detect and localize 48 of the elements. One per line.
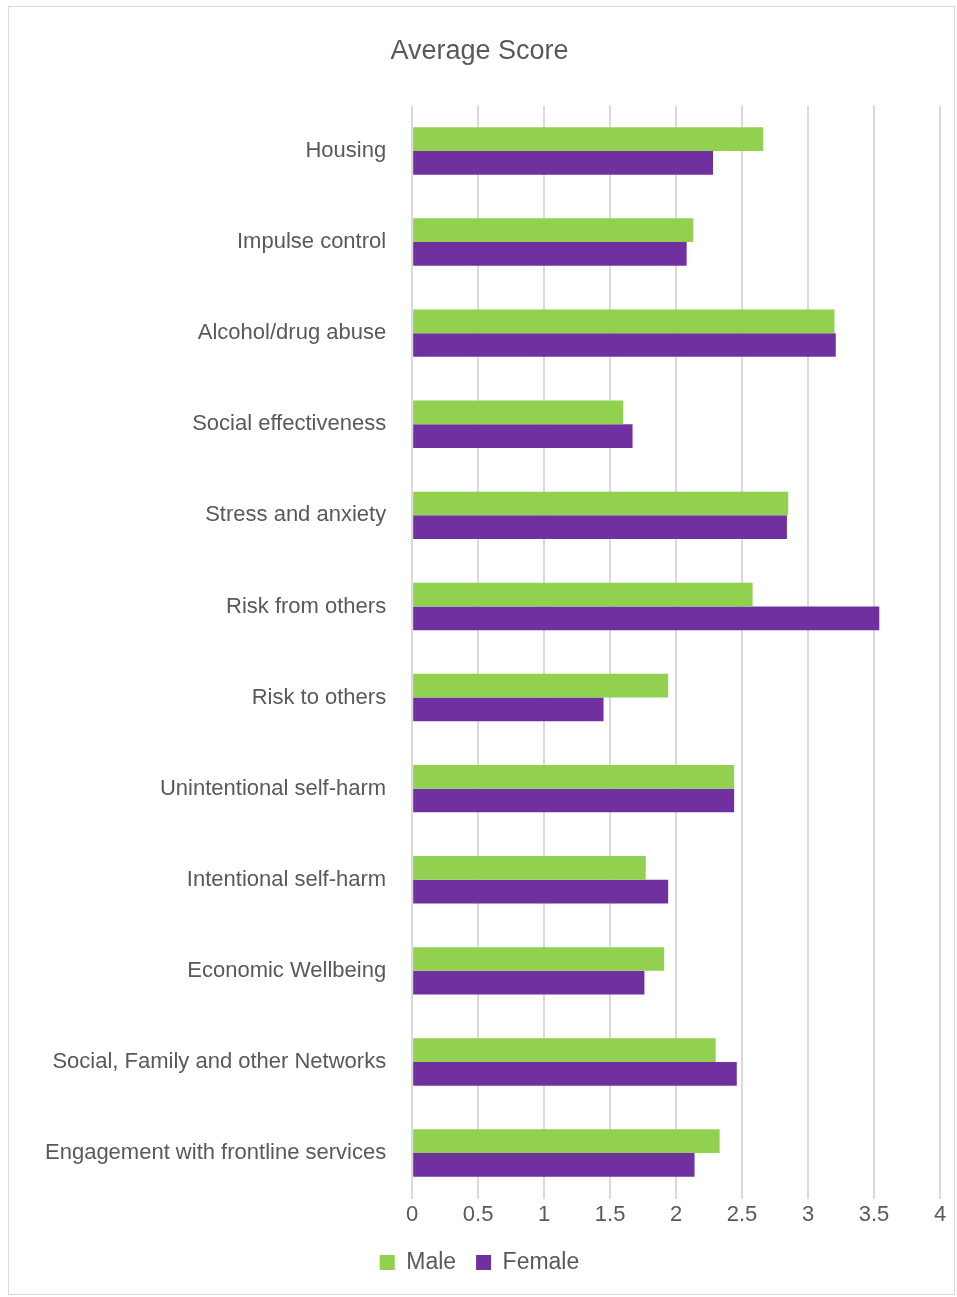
bar	[413, 242, 687, 266]
bar	[413, 606, 880, 631]
bar	[413, 150, 714, 175]
x-tick-label: 0	[406, 1200, 419, 1226]
y-tick-label: Social, Family and other Networks	[52, 1048, 387, 1074]
bar	[413, 970, 645, 995]
y-tick-label: Risk from others	[226, 592, 387, 618]
bar	[413, 697, 604, 722]
bar	[413, 127, 764, 151]
x-tick-label: 3	[801, 1200, 815, 1226]
y-tick-label: Impulse control	[236, 228, 387, 254]
y-tick-label: Risk to others	[251, 683, 387, 709]
legend-label: Male	[406, 1247, 457, 1274]
bar	[413, 491, 789, 516]
y-tick-label: Intentional self-harm	[186, 865, 387, 891]
y-tick-label: Alcohol/drug abuse	[197, 319, 387, 345]
bar	[413, 424, 633, 448]
bar	[413, 1038, 716, 1062]
x-tick-label: 0.5	[462, 1200, 494, 1226]
x-tick-label: 1.5	[594, 1200, 626, 1226]
bar	[413, 400, 624, 425]
chart-title: Average Score	[390, 34, 569, 65]
y-tick-label: Social effectiveness	[192, 410, 387, 436]
bar	[413, 1153, 695, 1177]
bar	[413, 856, 646, 880]
bar	[413, 333, 836, 357]
x-tick-label: 3.5	[858, 1200, 890, 1226]
bar	[413, 947, 665, 971]
bar	[413, 788, 735, 813]
bar	[413, 673, 669, 698]
y-tick-label: Engagement with frontline services	[45, 1139, 387, 1165]
y-tick-label: Economic Wellbeing	[187, 956, 387, 982]
bar	[413, 582, 753, 607]
y-tick-label: Stress and anxiety	[205, 501, 387, 527]
bar	[413, 218, 694, 243]
y-tick-label: Housing	[305, 137, 387, 163]
legend-label: Female	[502, 1247, 580, 1274]
bar	[413, 1061, 737, 1086]
bar	[413, 1129, 720, 1154]
x-tick-label: 2	[669, 1200, 683, 1226]
x-tick-label: 2.5	[726, 1200, 758, 1226]
bar	[413, 879, 669, 904]
bar	[413, 764, 735, 789]
y-tick-label: Unintentional self-harm	[159, 774, 387, 800]
x-tick-label: 1	[538, 1200, 551, 1226]
bar	[413, 309, 835, 334]
bar	[413, 515, 787, 540]
x-tick-label: 4	[933, 1200, 947, 1226]
